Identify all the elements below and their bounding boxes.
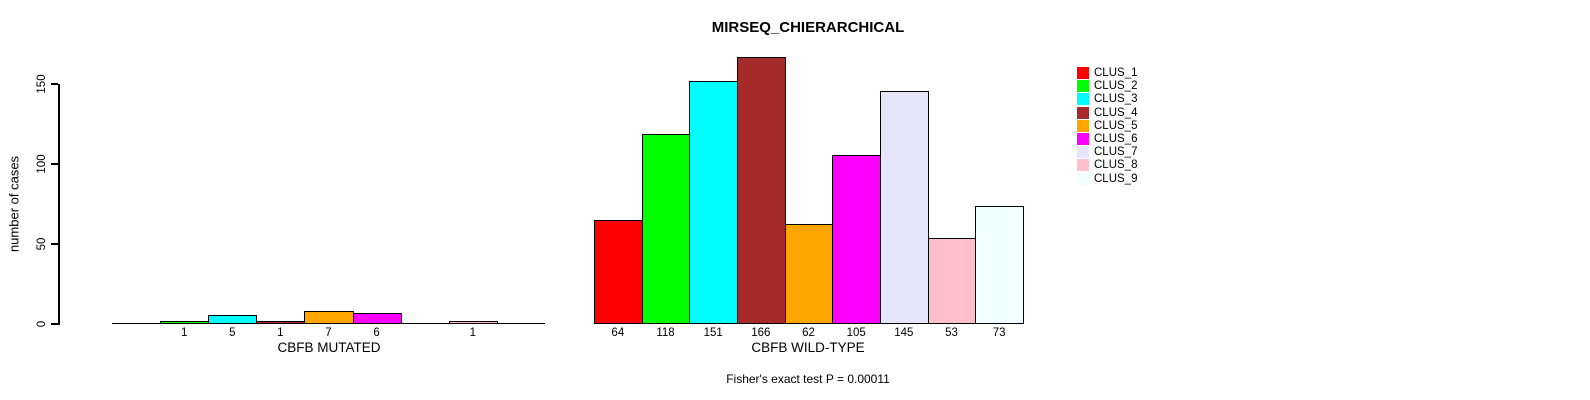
bar-count-label: 62 <box>802 327 815 339</box>
legend-label-clus_8: CLUS_8 <box>1094 159 1138 172</box>
legend-label-clus_1: CLUS_1 <box>1094 67 1138 79</box>
legend-label-clus_2: CLUS_2 <box>1094 80 1138 93</box>
legend-swatch-clus_7 <box>1077 146 1089 159</box>
legend-swatch-clus_6 <box>1077 133 1089 145</box>
y-axis-line <box>58 84 60 325</box>
x-axis-label-wildtype: CBFB WILD-TYPE <box>751 340 865 355</box>
bar-count-label: 1 <box>180 327 188 339</box>
bar-count-label: 64 <box>611 327 625 339</box>
bar-count-label: 151 <box>703 327 723 339</box>
legend-label-clus_3: CLUS_3 <box>1094 93 1138 106</box>
y-axis-tick <box>51 162 58 165</box>
y-axis-tick <box>51 322 58 325</box>
bar-clus_4-wildtype <box>737 57 786 325</box>
legend-swatch-clus_9 <box>1077 172 1089 185</box>
chart-title: MIRSEQ_CHIERARCHICAL <box>711 19 905 36</box>
bar-count-label: 118 <box>656 327 675 339</box>
bar-count-label: 5 <box>229 327 236 339</box>
bar-count-label: 1 <box>277 327 284 339</box>
legend-swatch-clus_5 <box>1077 119 1089 132</box>
legend-swatch-clus_8 <box>1077 159 1089 172</box>
bar-count-label: 53 <box>945 327 958 339</box>
bar-clus_7-wildtype <box>880 90 929 325</box>
bar-count-label: 73 <box>992 327 1006 339</box>
legend-swatch-clus_4 <box>1077 106 1089 119</box>
legend-label-clus_6: CLUS_6 <box>1094 133 1138 145</box>
legend-swatch-clus_1 <box>1077 67 1089 79</box>
legend-swatch-clus_3 <box>1077 93 1089 106</box>
bar-clus_3-wildtype <box>689 81 738 325</box>
bar-count-label: 166 <box>751 327 771 339</box>
bar-clus_9-wildtype <box>975 205 1025 325</box>
bar-clus_8-wildtype <box>927 237 977 325</box>
y-axis-tick <box>51 83 58 85</box>
legend-label-clus_4: CLUS_4 <box>1094 106 1138 119</box>
bar-clus_6-wildtype <box>832 154 881 325</box>
legend-label-clus_5: CLUS_5 <box>1094 119 1138 132</box>
bar-clus_6-mutated <box>352 312 402 325</box>
fisher-test-annotation: Fisher's exact test P = 0.00011 <box>726 372 890 386</box>
legend-swatch-clus_2 <box>1077 80 1089 93</box>
bar-clus_3-mutated <box>208 314 258 325</box>
bar-clus_8-mutated <box>448 320 498 325</box>
legend-label-clus_9: CLUS_9 <box>1094 172 1138 185</box>
bar-count-label: 6 <box>373 327 380 339</box>
y-axis-tick <box>51 242 58 245</box>
bar-count-label: 105 <box>846 327 866 339</box>
bar-clus_1-wildtype <box>594 220 643 325</box>
bar-count-label: 7 <box>325 327 332 339</box>
x-axis-label-mutated: CBFB MUTATED <box>277 340 381 355</box>
bar-count-label: 145 <box>894 327 914 339</box>
bar-count-label: 1 <box>469 327 477 339</box>
bar-clus_2-wildtype <box>641 134 691 325</box>
legend-label-clus_7: CLUS_7 <box>1094 146 1138 159</box>
